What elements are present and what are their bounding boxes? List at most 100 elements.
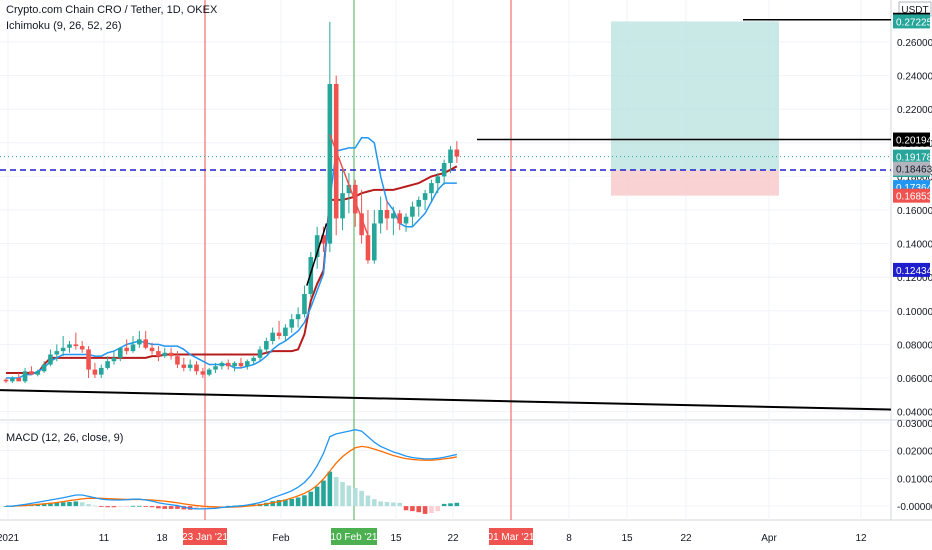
date-marker-label: 10 Feb '21 <box>331 532 378 543</box>
price-tag-label: 0.27225 <box>896 17 932 28</box>
price-tick-label: 0.10000 <box>897 307 932 318</box>
candle-body <box>365 235 371 261</box>
macd-histogram-bar <box>124 506 129 507</box>
macd-tick-label: 0.02000 <box>897 447 932 458</box>
macd-histogram-bar <box>346 485 352 507</box>
candle-body <box>321 235 326 244</box>
candle-body <box>137 339 142 345</box>
ichimoku-legend[interactable]: Ichimoku (9, 26, 52, 26) <box>6 20 122 32</box>
macd-histogram-bar <box>372 499 377 507</box>
stop-zone <box>611 170 779 196</box>
macd-tick-label: 0.01000 <box>897 474 932 485</box>
candle-body <box>48 354 53 365</box>
macd-histogram-bar <box>143 506 148 507</box>
candle-body <box>213 366 218 370</box>
candle-body <box>156 351 161 357</box>
candle-body <box>86 349 91 370</box>
candle-body <box>118 347 123 358</box>
macd-histogram-bar <box>295 497 301 507</box>
macd-histogram-bar <box>225 505 231 507</box>
macd-histogram-bar <box>321 480 326 507</box>
macd-histogram-bar <box>175 506 180 509</box>
date-marker-label: 23 Jan '21 <box>182 532 228 543</box>
candle-body <box>200 371 206 375</box>
macd-histogram-bar <box>359 490 364 507</box>
candle-body <box>245 361 250 367</box>
price-tag <box>893 149 930 164</box>
macd-histogram-bar <box>289 498 295 507</box>
macd-histogram-bar <box>67 501 72 507</box>
candle-body <box>257 349 263 358</box>
macd-histogram-bar <box>162 506 168 509</box>
price-tag <box>893 262 930 277</box>
macd-histogram-bar <box>308 491 314 507</box>
candle-body <box>60 347 66 352</box>
macd-histogram-bar <box>422 506 428 514</box>
candle-body <box>264 341 269 350</box>
macd-histogram-bar <box>168 506 174 509</box>
candle-body <box>308 257 314 294</box>
price-tick-label: 0.14000 <box>897 240 932 251</box>
candle-body <box>372 223 377 261</box>
chart-title[interactable]: Crypto.com Chain CRO / Tether, 1D, OKEX <box>6 4 218 16</box>
kijun-sen-line <box>6 165 458 374</box>
candle-body <box>10 378 15 382</box>
macd-histogram-bar <box>302 495 307 507</box>
candle-body <box>422 193 428 200</box>
candle-body <box>429 183 434 194</box>
candle-body <box>219 362 225 367</box>
candle-body <box>54 351 60 355</box>
candle-body <box>162 352 168 357</box>
macd-histogram-bar <box>448 503 453 507</box>
candle-body <box>410 206 415 217</box>
macd-histogram-bar <box>60 502 66 507</box>
candle-body <box>346 184 352 194</box>
candle-body <box>340 193 345 219</box>
price-tick-label: 0.26000 <box>897 38 932 49</box>
macd-histogram-bar <box>54 502 60 507</box>
candle-body <box>73 344 79 347</box>
candle-body <box>35 371 41 375</box>
time-tick-label: 12 <box>855 533 867 544</box>
candle-body <box>225 362 231 367</box>
macd-histogram-bar <box>391 502 396 507</box>
macd-line <box>6 429 457 510</box>
profit-zone <box>611 21 779 171</box>
price-tick-label: 0.22000 <box>897 105 932 116</box>
macd-legend[interactable]: MACD (12, 26, close, 9) <box>6 432 124 444</box>
price-tag-label: 0.12434 <box>896 266 932 277</box>
time-tick-label: 15 <box>621 533 633 544</box>
candle-body <box>454 149 460 157</box>
candle-body <box>168 352 174 357</box>
candle-body <box>314 235 320 258</box>
time-tick-label: 22 <box>447 533 459 544</box>
candle-body <box>98 367 104 375</box>
date-marker-tag <box>331 528 377 545</box>
candle-body <box>435 176 441 184</box>
macd-histogram-bar <box>378 501 383 507</box>
macd-histogram-bar <box>111 506 117 508</box>
macd-histogram-bar <box>403 506 409 511</box>
candle-body <box>289 319 295 328</box>
candle-body <box>181 364 187 368</box>
candle-body <box>441 162 447 177</box>
candle-body <box>295 314 301 320</box>
time-tick-label: 22 <box>680 533 692 544</box>
candle-body <box>149 347 155 352</box>
price-tag-label: 0.18463 <box>896 165 932 176</box>
macd-histogram-bar <box>397 502 402 507</box>
candle-body <box>403 216 409 224</box>
macd-histogram-bar <box>454 502 460 507</box>
candle-body <box>3 379 9 382</box>
price-tag-label: 0.16853 <box>896 192 932 203</box>
price-tick-label: 0.24000 <box>897 72 932 83</box>
candle-body <box>283 327 288 336</box>
candle-body <box>276 332 282 336</box>
candle-body <box>359 213 364 236</box>
macd-histogram-bar <box>384 501 390 507</box>
macd-histogram-bar <box>92 505 98 507</box>
macd-histogram-bar <box>441 503 447 507</box>
